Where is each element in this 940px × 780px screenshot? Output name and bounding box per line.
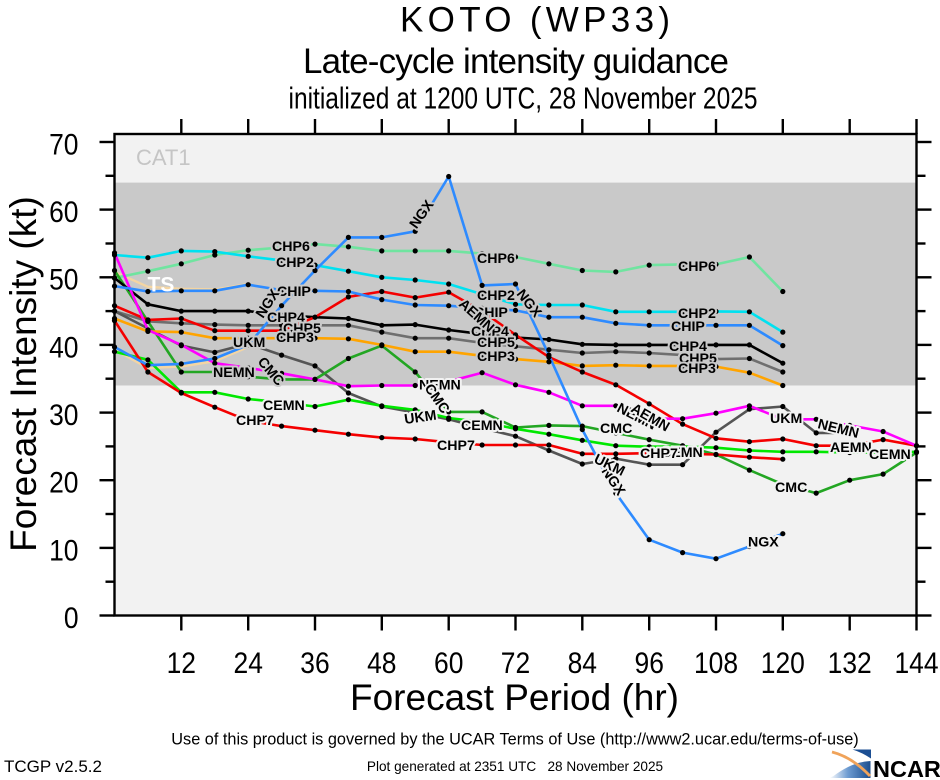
svg-text:CHP7: CHP7 xyxy=(640,446,678,462)
svg-text:70: 70 xyxy=(49,128,78,161)
svg-text:CHP4: CHP4 xyxy=(471,324,509,340)
svg-text:CEMN: CEMN xyxy=(869,447,911,463)
svg-text:60: 60 xyxy=(49,196,78,229)
svg-text:CHP2: CHP2 xyxy=(678,306,716,322)
svg-text:Forecast Intensity (kt): Forecast Intensity (kt) xyxy=(3,196,44,552)
svg-text:CMC: CMC xyxy=(600,421,632,437)
svg-text:CAT1: CAT1 xyxy=(136,145,191,170)
svg-text:CHP7: CHP7 xyxy=(437,438,475,454)
svg-text:NEMN: NEMN xyxy=(213,365,255,381)
svg-text:initialized at 1200 UTC, 28 No: initialized at 1200 UTC, 28 November 202… xyxy=(289,81,758,116)
svg-text:NCAR: NCAR xyxy=(873,756,940,780)
svg-text:60: 60 xyxy=(434,647,463,680)
svg-text:AEMN: AEMN xyxy=(830,440,872,456)
svg-text:CHP3: CHP3 xyxy=(678,361,716,377)
svg-text:96: 96 xyxy=(635,647,664,680)
svg-text:KOTO (WP33): KOTO (WP33) xyxy=(400,1,670,40)
svg-text:UKM: UKM xyxy=(233,335,265,351)
svg-text:CHP6: CHP6 xyxy=(678,259,716,275)
svg-text:Late-cycle intensity guidance: Late-cycle intensity guidance xyxy=(303,42,729,81)
svg-text:108: 108 xyxy=(694,647,738,680)
svg-text:CEMN: CEMN xyxy=(461,418,503,434)
svg-text:144: 144 xyxy=(894,647,938,680)
svg-text:30: 30 xyxy=(49,399,78,432)
svg-text:Plot generated at 2351 UTC 2: Plot generated at 2351 UTC 28 November 2… xyxy=(367,759,663,774)
svg-text:CHP3: CHP3 xyxy=(477,349,515,365)
svg-text:CHP4: CHP4 xyxy=(669,339,707,355)
svg-text:24: 24 xyxy=(234,647,263,680)
svg-text:CHP6: CHP6 xyxy=(272,239,310,255)
svg-text:CHP2: CHP2 xyxy=(477,288,515,304)
svg-text:CHP4: CHP4 xyxy=(267,310,305,326)
svg-text:CHP7: CHP7 xyxy=(236,413,274,429)
svg-text:84: 84 xyxy=(568,647,597,680)
svg-text:NEMN: NEMN xyxy=(419,378,461,394)
svg-text:NGX: NGX xyxy=(748,535,779,551)
svg-text:CHIP: CHIP xyxy=(671,319,705,335)
svg-text:CHP6: CHP6 xyxy=(477,251,515,267)
svg-text:40: 40 xyxy=(49,331,78,364)
svg-text:36: 36 xyxy=(300,647,329,680)
svg-text:TS: TS xyxy=(148,274,175,297)
svg-text:12: 12 xyxy=(167,647,196,680)
svg-text:Forecast Period (hr): Forecast Period (hr) xyxy=(350,677,679,718)
svg-text:CHP3: CHP3 xyxy=(276,330,314,346)
svg-text:120: 120 xyxy=(761,647,805,680)
svg-text:48: 48 xyxy=(367,647,396,680)
svg-text:0: 0 xyxy=(64,602,79,635)
svg-text:72: 72 xyxy=(501,647,530,680)
svg-text:Use of this product is governe: Use of this product is governed by the U… xyxy=(171,731,858,749)
svg-text:50: 50 xyxy=(49,264,78,297)
svg-text:CHP2: CHP2 xyxy=(276,255,314,271)
svg-text:CHIP: CHIP xyxy=(277,284,311,300)
svg-text:20: 20 xyxy=(49,467,78,500)
svg-text:CHP5: CHP5 xyxy=(477,335,515,351)
svg-text:CMC: CMC xyxy=(775,480,807,496)
svg-text:132: 132 xyxy=(828,647,872,680)
svg-text:TCGP v2.5.2: TCGP v2.5.2 xyxy=(4,757,102,776)
svg-text:10: 10 xyxy=(49,534,78,567)
svg-text:CHIP: CHIP xyxy=(474,305,508,321)
svg-text:CEMN: CEMN xyxy=(263,398,305,414)
svg-text:CEMN: CEMN xyxy=(661,445,703,461)
svg-text:CHP5: CHP5 xyxy=(679,351,717,367)
svg-text:CHP5: CHP5 xyxy=(283,321,321,337)
svg-text:UKM: UKM xyxy=(770,411,802,427)
